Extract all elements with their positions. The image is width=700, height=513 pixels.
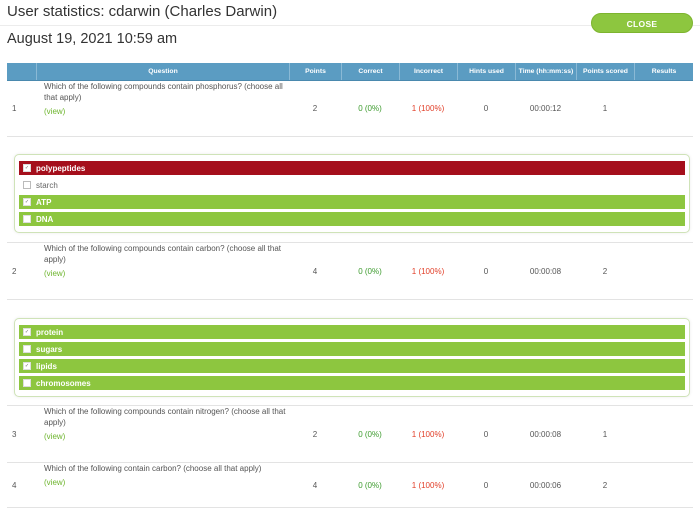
header-results: Results xyxy=(634,63,693,80)
table-row: 2 Which of the following compounds conta… xyxy=(7,243,693,300)
answer-label: sugars xyxy=(36,344,63,354)
header-divider xyxy=(0,25,700,26)
correct-value: 0 (0%) xyxy=(358,429,382,439)
answer-label: polypeptides xyxy=(36,163,86,173)
answer-label: chromosomes xyxy=(36,378,91,388)
table-row: 1 Which of the following compounds conta… xyxy=(7,81,693,137)
answer-item: chromosomes xyxy=(19,376,685,390)
answer-item: ✓ ATP xyxy=(19,195,685,209)
header-correct: Correct xyxy=(341,63,399,80)
answers-list: ✓ polypeptides starch ✓ ATP DNA xyxy=(14,154,690,233)
answer-label: starch xyxy=(36,180,58,190)
answer-item: starch xyxy=(19,178,685,192)
hints-value: 0 xyxy=(483,266,489,276)
page-title: User statistics: cdarwin (Charles Darwin… xyxy=(7,3,278,20)
question-cell: Which of the following compounds contain… xyxy=(36,243,289,299)
header-points-scored: Points scored xyxy=(576,63,634,80)
header-number xyxy=(7,63,36,80)
results-value xyxy=(634,81,693,136)
question-cell: Which of the following contain carbon? (… xyxy=(36,463,289,507)
header-incorrect: Incorrect xyxy=(399,63,457,80)
table-row: 3 Which of the following compounds conta… xyxy=(7,406,693,463)
correct-value: 0 (0%) xyxy=(358,266,382,276)
answer-item: ✓ lipids xyxy=(19,359,685,373)
time-value: 00:00:06 xyxy=(529,480,562,490)
question-text: Which of the following contain carbon? (… xyxy=(44,464,262,473)
header-hints: Hints used xyxy=(457,63,515,80)
view-link[interactable]: (view) xyxy=(44,107,66,116)
table-row: 4 Which of the following contain carbon?… xyxy=(7,463,693,508)
results-value xyxy=(634,406,693,462)
incorrect-value: 1 (100%) xyxy=(411,266,445,276)
row-number: 4 xyxy=(12,480,17,490)
question-cell: Which of the following compounds contain… xyxy=(36,81,289,136)
points-value: 2 xyxy=(312,104,318,113)
time-value: 00:00:08 xyxy=(529,266,562,276)
checkbox-empty-icon xyxy=(23,345,31,353)
incorrect-value: 1 (100%) xyxy=(411,429,445,439)
row-number: 1 xyxy=(12,104,17,113)
checkbox-checked-icon: ✓ xyxy=(23,164,31,172)
checkbox-empty-icon xyxy=(23,215,31,223)
checkbox-checked-icon: ✓ xyxy=(23,198,31,206)
hints-value: 0 xyxy=(483,429,489,439)
checkbox-empty-icon xyxy=(23,181,31,189)
points-value: 4 xyxy=(312,480,318,490)
checkbox-checked-icon: ✓ xyxy=(23,362,31,370)
hints-value: 0 xyxy=(483,104,489,113)
answer-item: ✓ polypeptides xyxy=(19,161,685,175)
results-value xyxy=(634,243,693,299)
answer-item: ✓ protein xyxy=(19,325,685,339)
answers-section: ✓ polypeptides starch ✓ ATP DNA xyxy=(7,137,693,243)
incorrect-value: 1 (100%) xyxy=(411,104,445,113)
answer-item: sugars xyxy=(19,342,685,356)
answer-label: DNA xyxy=(36,214,54,224)
points-scored-value: 2 xyxy=(602,480,608,490)
question-text: Which of the following compounds contain… xyxy=(44,82,283,102)
answer-label: lipids xyxy=(36,361,57,371)
points-value: 2 xyxy=(312,429,318,439)
header-points: Points xyxy=(289,63,341,80)
header-question: Question xyxy=(36,63,289,80)
hints-value: 0 xyxy=(483,480,489,490)
close-button[interactable]: CLOSE xyxy=(591,13,693,33)
row-number: 2 xyxy=(12,266,17,276)
points-scored-value: 1 xyxy=(602,429,608,439)
correct-value: 0 (0%) xyxy=(358,104,382,113)
points-value: 4 xyxy=(312,266,318,276)
answers-section: ✓ protein sugars ✓ lipids chromosomes xyxy=(7,300,693,406)
question-text: Which of the following compounds contain… xyxy=(44,407,286,427)
question-text: Which of the following compounds contain… xyxy=(44,244,282,264)
table-header: Question Points Correct Incorrect Hints … xyxy=(7,63,693,81)
view-link[interactable]: (view) xyxy=(44,432,66,441)
points-scored-value: 2 xyxy=(602,266,608,276)
time-value: 00:00:08 xyxy=(529,429,562,439)
view-link[interactable]: (view) xyxy=(44,478,66,487)
stats-date: August 19, 2021 10:59 am xyxy=(7,31,178,47)
points-scored-value: 1 xyxy=(602,104,608,113)
statistics-table: Question Points Correct Incorrect Hints … xyxy=(7,63,693,508)
answer-item: DNA xyxy=(19,212,685,226)
correct-value: 0 (0%) xyxy=(358,480,382,490)
view-link[interactable]: (view) xyxy=(44,269,66,278)
checkbox-empty-icon xyxy=(23,379,31,387)
answer-label: protein xyxy=(36,327,64,337)
question-cell: Which of the following compounds contain… xyxy=(36,406,289,462)
results-value xyxy=(634,463,693,507)
answers-list: ✓ protein sugars ✓ lipids chromosomes xyxy=(14,318,690,397)
row-number: 3 xyxy=(12,429,17,439)
answer-label: ATP xyxy=(36,197,52,207)
header-time: Time (hh:mm:ss) xyxy=(515,63,576,80)
checkbox-checked-icon: ✓ xyxy=(23,328,31,336)
incorrect-value: 1 (100%) xyxy=(411,480,445,490)
time-value: 00:00:12 xyxy=(529,104,562,113)
